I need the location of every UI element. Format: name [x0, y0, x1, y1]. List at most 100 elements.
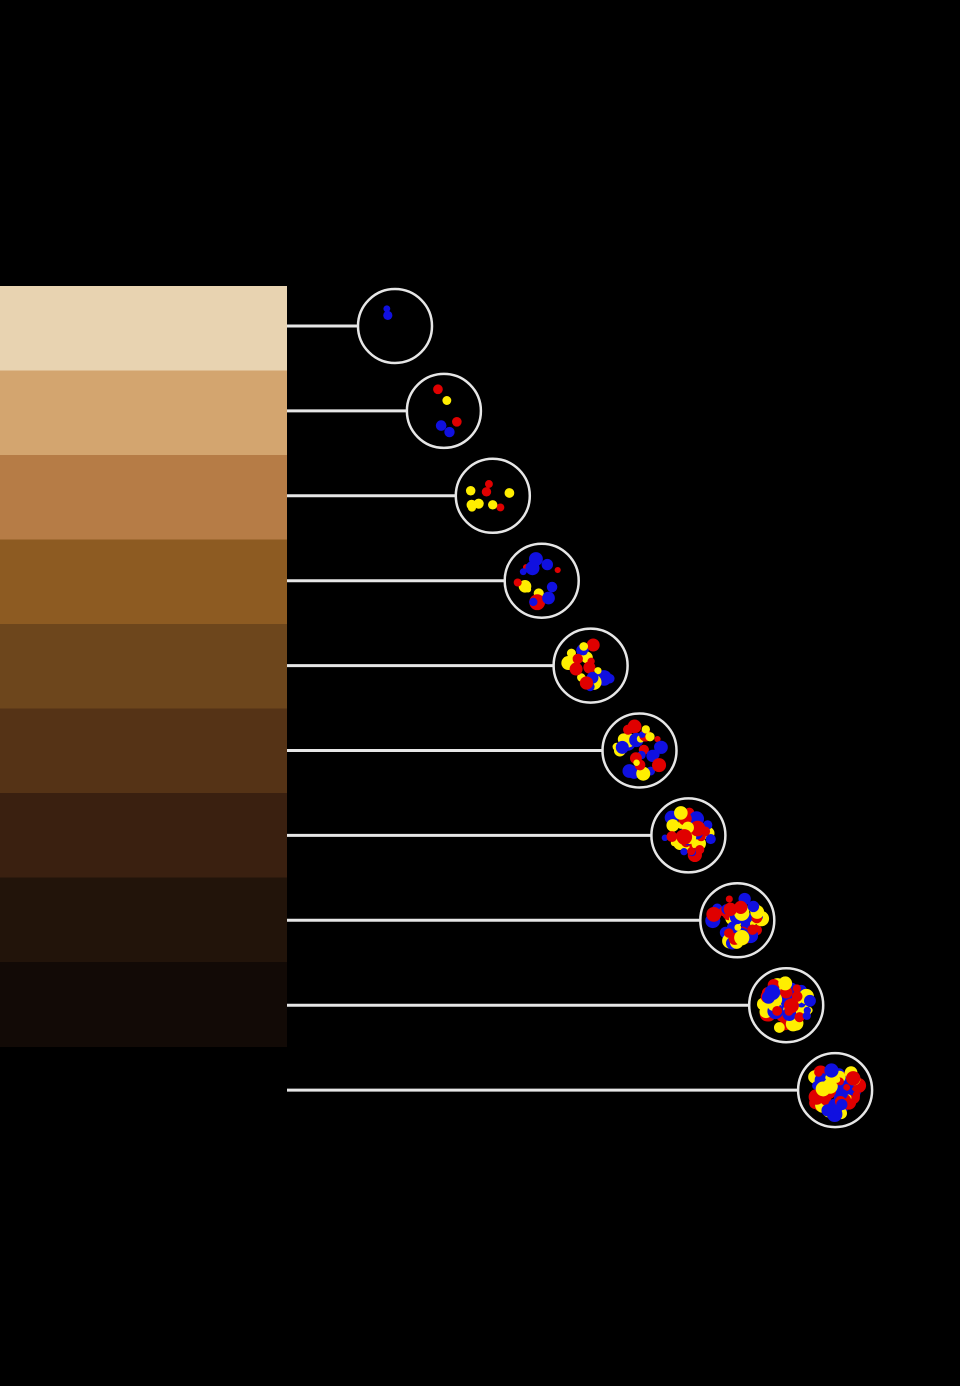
- pigment-dot: [546, 581, 558, 593]
- skin-swatch: [0, 624, 287, 709]
- pigment-dot: [820, 1094, 832, 1106]
- pigment-dot: [623, 724, 634, 735]
- pigment-dot: [814, 1068, 823, 1077]
- circle-outline: [699, 882, 776, 959]
- pigment-circle: [454, 457, 532, 535]
- pigment-circle: [601, 712, 678, 789]
- pigment-dot: [484, 480, 493, 488]
- skin-swatch: [0, 793, 287, 878]
- pigment-dot: [638, 731, 646, 738]
- pigment-dot: [747, 900, 760, 913]
- pigment-dot: [633, 759, 640, 766]
- pigment-dot: [773, 1022, 785, 1033]
- circle-outline: [747, 966, 825, 1044]
- pigment-circle: [552, 627, 629, 704]
- skin-swatch: [0, 286, 287, 371]
- circle-outline: [601, 712, 678, 789]
- pigment-dots: [661, 806, 716, 863]
- circle-bg: [455, 458, 530, 533]
- pigment-dot: [586, 638, 600, 652]
- pigment-dot: [488, 500, 498, 510]
- pigment-dot: [791, 991, 803, 1002]
- pigment-dot: [772, 1005, 783, 1016]
- pigment-dot: [843, 1084, 851, 1091]
- circle-outline: [503, 542, 580, 619]
- pigment-dot: [646, 749, 659, 763]
- pigment-dots: [612, 719, 668, 781]
- pigment-dot: [604, 673, 615, 684]
- skin-swatch: [0, 539, 287, 625]
- pigment-dot: [846, 1101, 853, 1108]
- pigment-dots: [465, 480, 515, 512]
- pigment-circle: [650, 797, 727, 874]
- pigment-dots: [513, 552, 561, 611]
- pigment-dots: [756, 976, 816, 1033]
- pigment-dot: [676, 829, 693, 845]
- pigment-dot: [452, 416, 462, 427]
- pigment-dot: [836, 1098, 848, 1111]
- pigment-circle: [747, 966, 825, 1044]
- skin-swatch: [0, 962, 287, 1047]
- pigment-dot: [734, 900, 748, 914]
- circle-bg: [358, 289, 432, 363]
- pigment-dot: [645, 732, 655, 742]
- pigment-dots: [808, 1063, 867, 1122]
- circle-outline: [650, 797, 727, 874]
- pigment-dot: [641, 725, 650, 734]
- pigment-dot: [587, 657, 595, 665]
- pigment-dot: [734, 930, 750, 946]
- pigment-dot: [525, 586, 532, 593]
- circle-outline: [405, 372, 483, 450]
- pigment-dot: [689, 820, 706, 837]
- pigment-dot: [706, 906, 722, 922]
- pigment-dot: [764, 984, 781, 1001]
- pigment-dot: [528, 552, 543, 567]
- pigment-dot: [723, 902, 738, 917]
- circle-outline: [356, 287, 434, 365]
- pigment-dot: [383, 310, 393, 320]
- pigment-dot: [594, 667, 602, 675]
- pigment-dot: [783, 998, 799, 1014]
- pigment-dot: [794, 1012, 805, 1023]
- circle-bg: [406, 373, 481, 448]
- pigment-dot: [833, 1076, 841, 1083]
- pigment-dot: [666, 819, 680, 832]
- pigment-dot: [652, 758, 667, 773]
- pigment-circle: [405, 372, 483, 450]
- pigment-dot: [654, 740, 668, 754]
- pigment-dot: [513, 578, 522, 587]
- pigment-dot: [554, 566, 561, 574]
- pigment-dot: [803, 994, 816, 1007]
- pigment-dots: [561, 638, 615, 692]
- pigment-dot: [852, 1091, 861, 1099]
- pigment-dot: [666, 831, 678, 842]
- pigment-circle: [503, 542, 580, 619]
- skin-swatch: [0, 708, 287, 794]
- pigment-dot: [504, 488, 515, 498]
- pigment-dot: [442, 396, 452, 405]
- pigment-dot: [680, 848, 688, 856]
- pigment-dot: [467, 503, 477, 512]
- circle-outline: [552, 627, 629, 704]
- pigment-dots: [705, 892, 770, 950]
- pigment-dot: [705, 833, 716, 845]
- pigment-dot: [824, 1063, 839, 1078]
- pigment-dots: [383, 305, 393, 320]
- pigment-dot: [734, 924, 742, 931]
- pigment-dot: [622, 764, 637, 778]
- pigment-dot: [465, 485, 476, 496]
- pigment-dot: [724, 928, 734, 938]
- pigment-dot: [615, 740, 629, 754]
- pigment-dot: [654, 736, 661, 743]
- pigment-dot: [674, 806, 688, 820]
- pigment-dot: [687, 847, 696, 856]
- pigment-dot: [529, 597, 538, 607]
- pigment-dot: [519, 568, 527, 576]
- circle-bg: [504, 543, 579, 618]
- pigment-dot: [496, 503, 505, 512]
- pigment-dots: [433, 384, 462, 438]
- pigment-dot: [747, 924, 758, 935]
- pigment-dot: [802, 1011, 811, 1020]
